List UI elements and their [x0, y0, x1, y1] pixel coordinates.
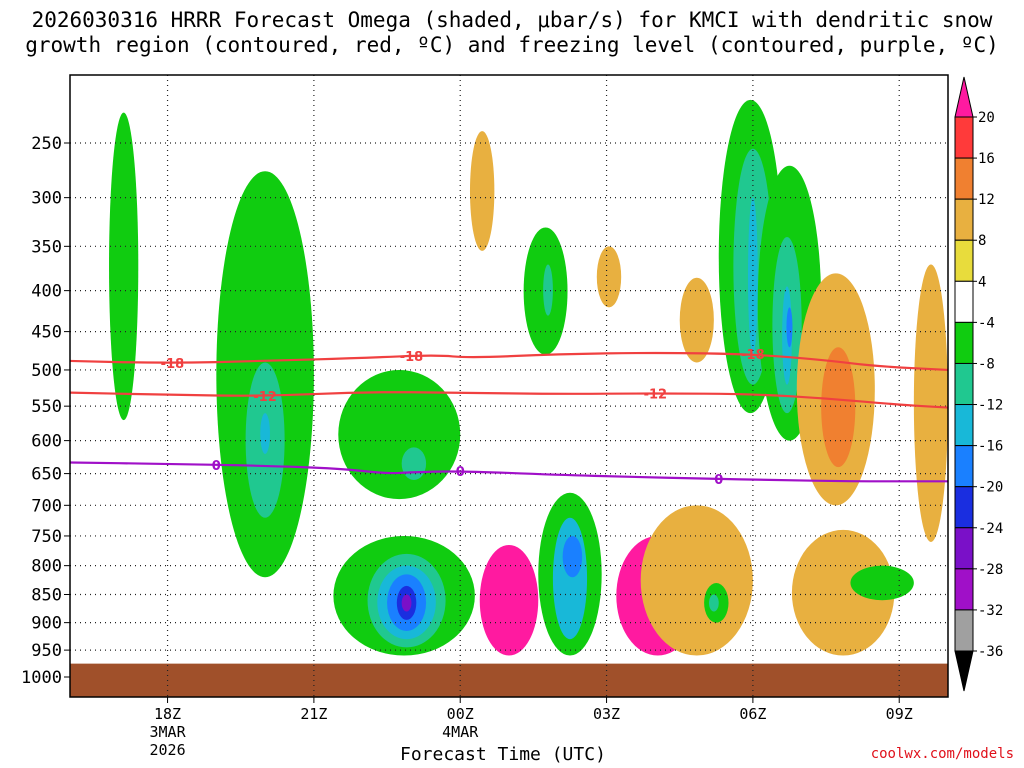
omega-region-34 [791, 529, 895, 656]
colorbar-bin-12 [954, 609, 974, 652]
contour-label-2-0: 0 [212, 459, 221, 474]
omega-region-5 [401, 447, 427, 481]
y-tick-label-450: 450 [31, 323, 62, 343]
omega-region-3 [260, 413, 270, 454]
colorbar-bin-3 [954, 239, 974, 282]
contour-0-2 [69, 461, 948, 483]
contour-label-2-2: 0 [714, 473, 723, 488]
x-axis-label: Forecast Time (UTC) [400, 744, 606, 765]
y-axis-ticks: 250 300 350 400 450 500 550 600 650 700 750 800 850 9… [21, 134, 70, 688]
source-credit: coolwx.com/models [870, 746, 1014, 762]
colorbar-label-6: -8 [978, 356, 995, 372]
colorbar-bin-7 [954, 404, 974, 447]
y-tick-label-350: 350 [31, 237, 62, 257]
colorbar-label-2: 12 [978, 192, 995, 208]
omega-region-4 [338, 369, 461, 500]
colorbar-label-1: 16 [978, 151, 995, 167]
colorbar-label-7: -12 [978, 398, 1003, 414]
omega-region-21 [679, 277, 714, 363]
colorbar-label-3: 8 [978, 233, 986, 249]
contour-label-1-0: -12 [253, 390, 277, 405]
colorbar-label-10: -24 [978, 521, 1003, 537]
colorbar-bin-4 [954, 280, 974, 323]
chart-title-line-1: 2026030316 HRRR Forecast Omega (shaded, … [31, 8, 993, 32]
colorbar-label-9: -20 [978, 480, 1003, 496]
omega-region-14 [543, 264, 553, 316]
colorbar-bin-5 [954, 321, 974, 364]
temperature-contours: -18 -18 -18 -12 -12 0 0 0 [69, 348, 949, 488]
omega-region-11 [401, 594, 412, 612]
colorbar-bin-1 [954, 157, 974, 200]
contour--18-0 [69, 351, 949, 372]
colorbar-bin-2 [954, 198, 974, 241]
omega-shading [109, 99, 948, 656]
omega-region-36 [913, 264, 948, 542]
y-tick-label-400: 400 [31, 282, 62, 302]
ground-below-surface [70, 663, 948, 697]
omega-region-17 [552, 517, 588, 640]
colorbar-label-11: -28 [978, 562, 1003, 578]
omega-region-25 [748, 197, 758, 355]
colorbar-bin-6 [954, 362, 974, 406]
omega-region-35 [850, 565, 914, 601]
colorbar-top-arrow [954, 76, 974, 118]
contour-label-0-2: -18 [741, 348, 765, 363]
x-tick-label-30-0: 06Z [739, 705, 766, 723]
colorbar-label-12: -32 [978, 603, 1003, 619]
omega-region-12 [469, 131, 495, 251]
contour-label-0-1: -18 [400, 350, 424, 365]
x-tick-label-27-0: 03Z [593, 705, 620, 723]
omega-region-33 [821, 347, 856, 468]
contour-label-1-1: -12 [644, 387, 668, 402]
omega-region-22 [640, 505, 753, 656]
x-tick-label-18-1: 3MAR [149, 723, 186, 741]
colorbar-bin-10 [954, 527, 974, 570]
x-tick-label-24-1: 4MAR [442, 723, 479, 741]
colorbar-label-0: 20 [978, 110, 995, 126]
colorbar-bin-9 [954, 486, 974, 529]
colorbar-label-5: -4 [978, 315, 995, 331]
contour--12-1 [69, 391, 949, 409]
y-tick-label-1000: 1000 [21, 668, 62, 688]
y-tick-label-500: 500 [31, 361, 62, 381]
omega-region-15 [596, 246, 622, 308]
omega-region-18 [562, 535, 583, 578]
y-tick-label-600: 600 [31, 432, 62, 452]
omega-region-19 [479, 544, 539, 656]
y-tick-label-550: 550 [31, 397, 62, 417]
contour-label-2-1: 0 [456, 465, 465, 480]
colorbar-bin-11 [954, 568, 974, 611]
omega-region-0 [109, 112, 139, 421]
plot-frame [69, 74, 949, 698]
y-tick-label-250: 250 [31, 134, 62, 154]
x-tick-label-18-2: 2026 [149, 741, 185, 759]
x-tick-label-24-0: 00Z [447, 705, 474, 723]
colorbar-label-8: -16 [978, 439, 1003, 455]
y-tick-label-850: 850 [31, 586, 62, 606]
y-tick-label-700: 700 [31, 496, 62, 516]
y-tick-label-900: 900 [31, 614, 62, 634]
omega-region-27 [708, 594, 719, 612]
contour-label-0-0: -18 [161, 357, 185, 372]
y-tick-label-650: 650 [31, 465, 62, 485]
omega-region-31 [786, 307, 793, 348]
colorbar-bin-0 [954, 116, 974, 159]
colorbar-label-4: 4 [978, 274, 986, 290]
x-tick-label-18-0: 18Z [154, 705, 181, 723]
chart-title-line-2: growth region (contoured, red, ºC) and f… [25, 33, 999, 57]
y-tick-label-750: 750 [31, 527, 62, 547]
colorbar-label-13: -36 [978, 644, 1003, 660]
y-tick-label-800: 800 [31, 557, 62, 577]
colorbar-bottom-arrow [954, 650, 974, 692]
x-tick-label-21-0: 21Z [300, 705, 327, 723]
grid-lines [70, 75, 948, 697]
y-tick-label-950: 950 [31, 641, 62, 661]
colorbar-bin-8 [954, 445, 974, 488]
y-tick-label-300: 300 [31, 189, 62, 209]
colorbar: 20 16 12 8 4 -4 -8 -12 -16 -20 -24 -28 -32 -36 [954, 76, 1003, 692]
x-tick-label-33-0: 09Z [886, 705, 913, 723]
